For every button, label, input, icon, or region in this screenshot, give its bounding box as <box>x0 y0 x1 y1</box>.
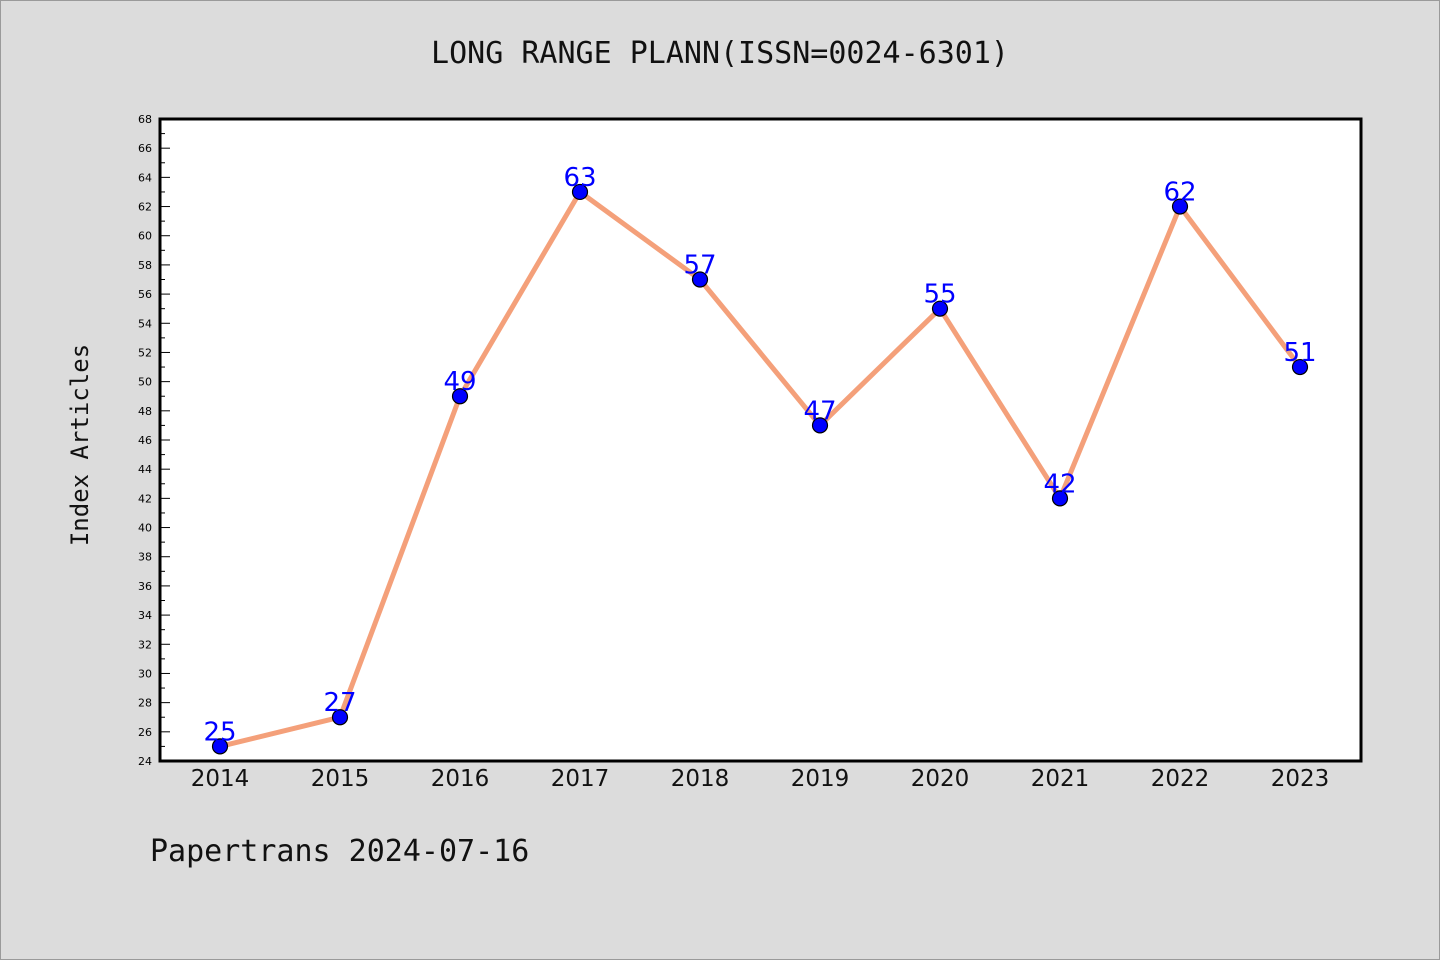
y-tick-label: 46 <box>138 434 152 447</box>
chart-title: LONG RANGE PLANN(ISSN=0024-6301) <box>431 36 1009 71</box>
data-label: 25 <box>203 717 236 747</box>
footer-credit: Papertrans 2024-07-16 <box>150 834 530 869</box>
x-tick-label: 2015 <box>311 766 370 792</box>
data-label: 51 <box>1283 338 1316 368</box>
y-tick-label: 52 <box>138 346 152 359</box>
plot-area <box>158 117 1363 763</box>
x-tick-label: 2021 <box>1031 766 1090 792</box>
data-point <box>331 709 349 726</box>
data-point <box>1291 358 1309 376</box>
y-tick-label: 36 <box>138 580 152 593</box>
data-point <box>1051 490 1069 507</box>
x-tick-label: 2018 <box>671 766 730 792</box>
y-tick-label: 26 <box>138 726 152 739</box>
data-label: 62 <box>1163 178 1196 208</box>
series-line <box>217 189 1303 749</box>
data-point <box>1171 198 1189 215</box>
data-label: 47 <box>803 396 836 426</box>
data-label: 27 <box>323 688 356 718</box>
y-tick-label: 44 <box>138 463 152 476</box>
data-label: 55 <box>923 280 956 310</box>
data-point <box>571 183 589 201</box>
data-label: 42 <box>1043 469 1076 499</box>
x-tick-label: 2023 <box>1271 766 1330 792</box>
y-tick-label: 34 <box>138 609 152 622</box>
y-tick-label: 60 <box>138 230 152 243</box>
y-tick-label: 40 <box>138 522 152 535</box>
x-tick-label: 2017 <box>551 766 610 792</box>
y-tick-label: 42 <box>138 492 152 505</box>
data-label: 63 <box>563 163 596 193</box>
data-point <box>211 738 229 755</box>
y-tick-label: 48 <box>138 405 152 418</box>
y-tick-label: 50 <box>138 376 152 389</box>
y-tick-label: 32 <box>138 638 152 651</box>
y-tick-label: 38 <box>138 551 152 564</box>
data-label: 49 <box>443 367 476 397</box>
data-point <box>451 388 469 405</box>
x-tick-label: 2014 <box>191 766 250 792</box>
y-tick-label: 28 <box>138 697 152 710</box>
y-tick-label: 30 <box>138 667 152 680</box>
x-tick-label: 2020 <box>911 766 970 792</box>
y-tick-label: 62 <box>138 201 152 214</box>
data-point <box>811 417 829 434</box>
data-point <box>931 300 949 317</box>
y-tick-label: 58 <box>138 259 152 272</box>
y-tick-label: 66 <box>138 142 152 155</box>
y-tick-label: 56 <box>138 288 152 301</box>
y-tick-label: 54 <box>138 317 152 330</box>
data-label: 57 <box>683 251 716 281</box>
x-tick-label: 2022 <box>1151 766 1210 792</box>
y-tick-label: 64 <box>138 171 152 184</box>
x-tick-label: 2016 <box>431 766 490 792</box>
y-tick-label: 24 <box>138 755 152 768</box>
data-point <box>691 271 709 288</box>
x-tick-label: 2019 <box>791 766 850 792</box>
y-tick-label: 68 <box>138 113 152 126</box>
